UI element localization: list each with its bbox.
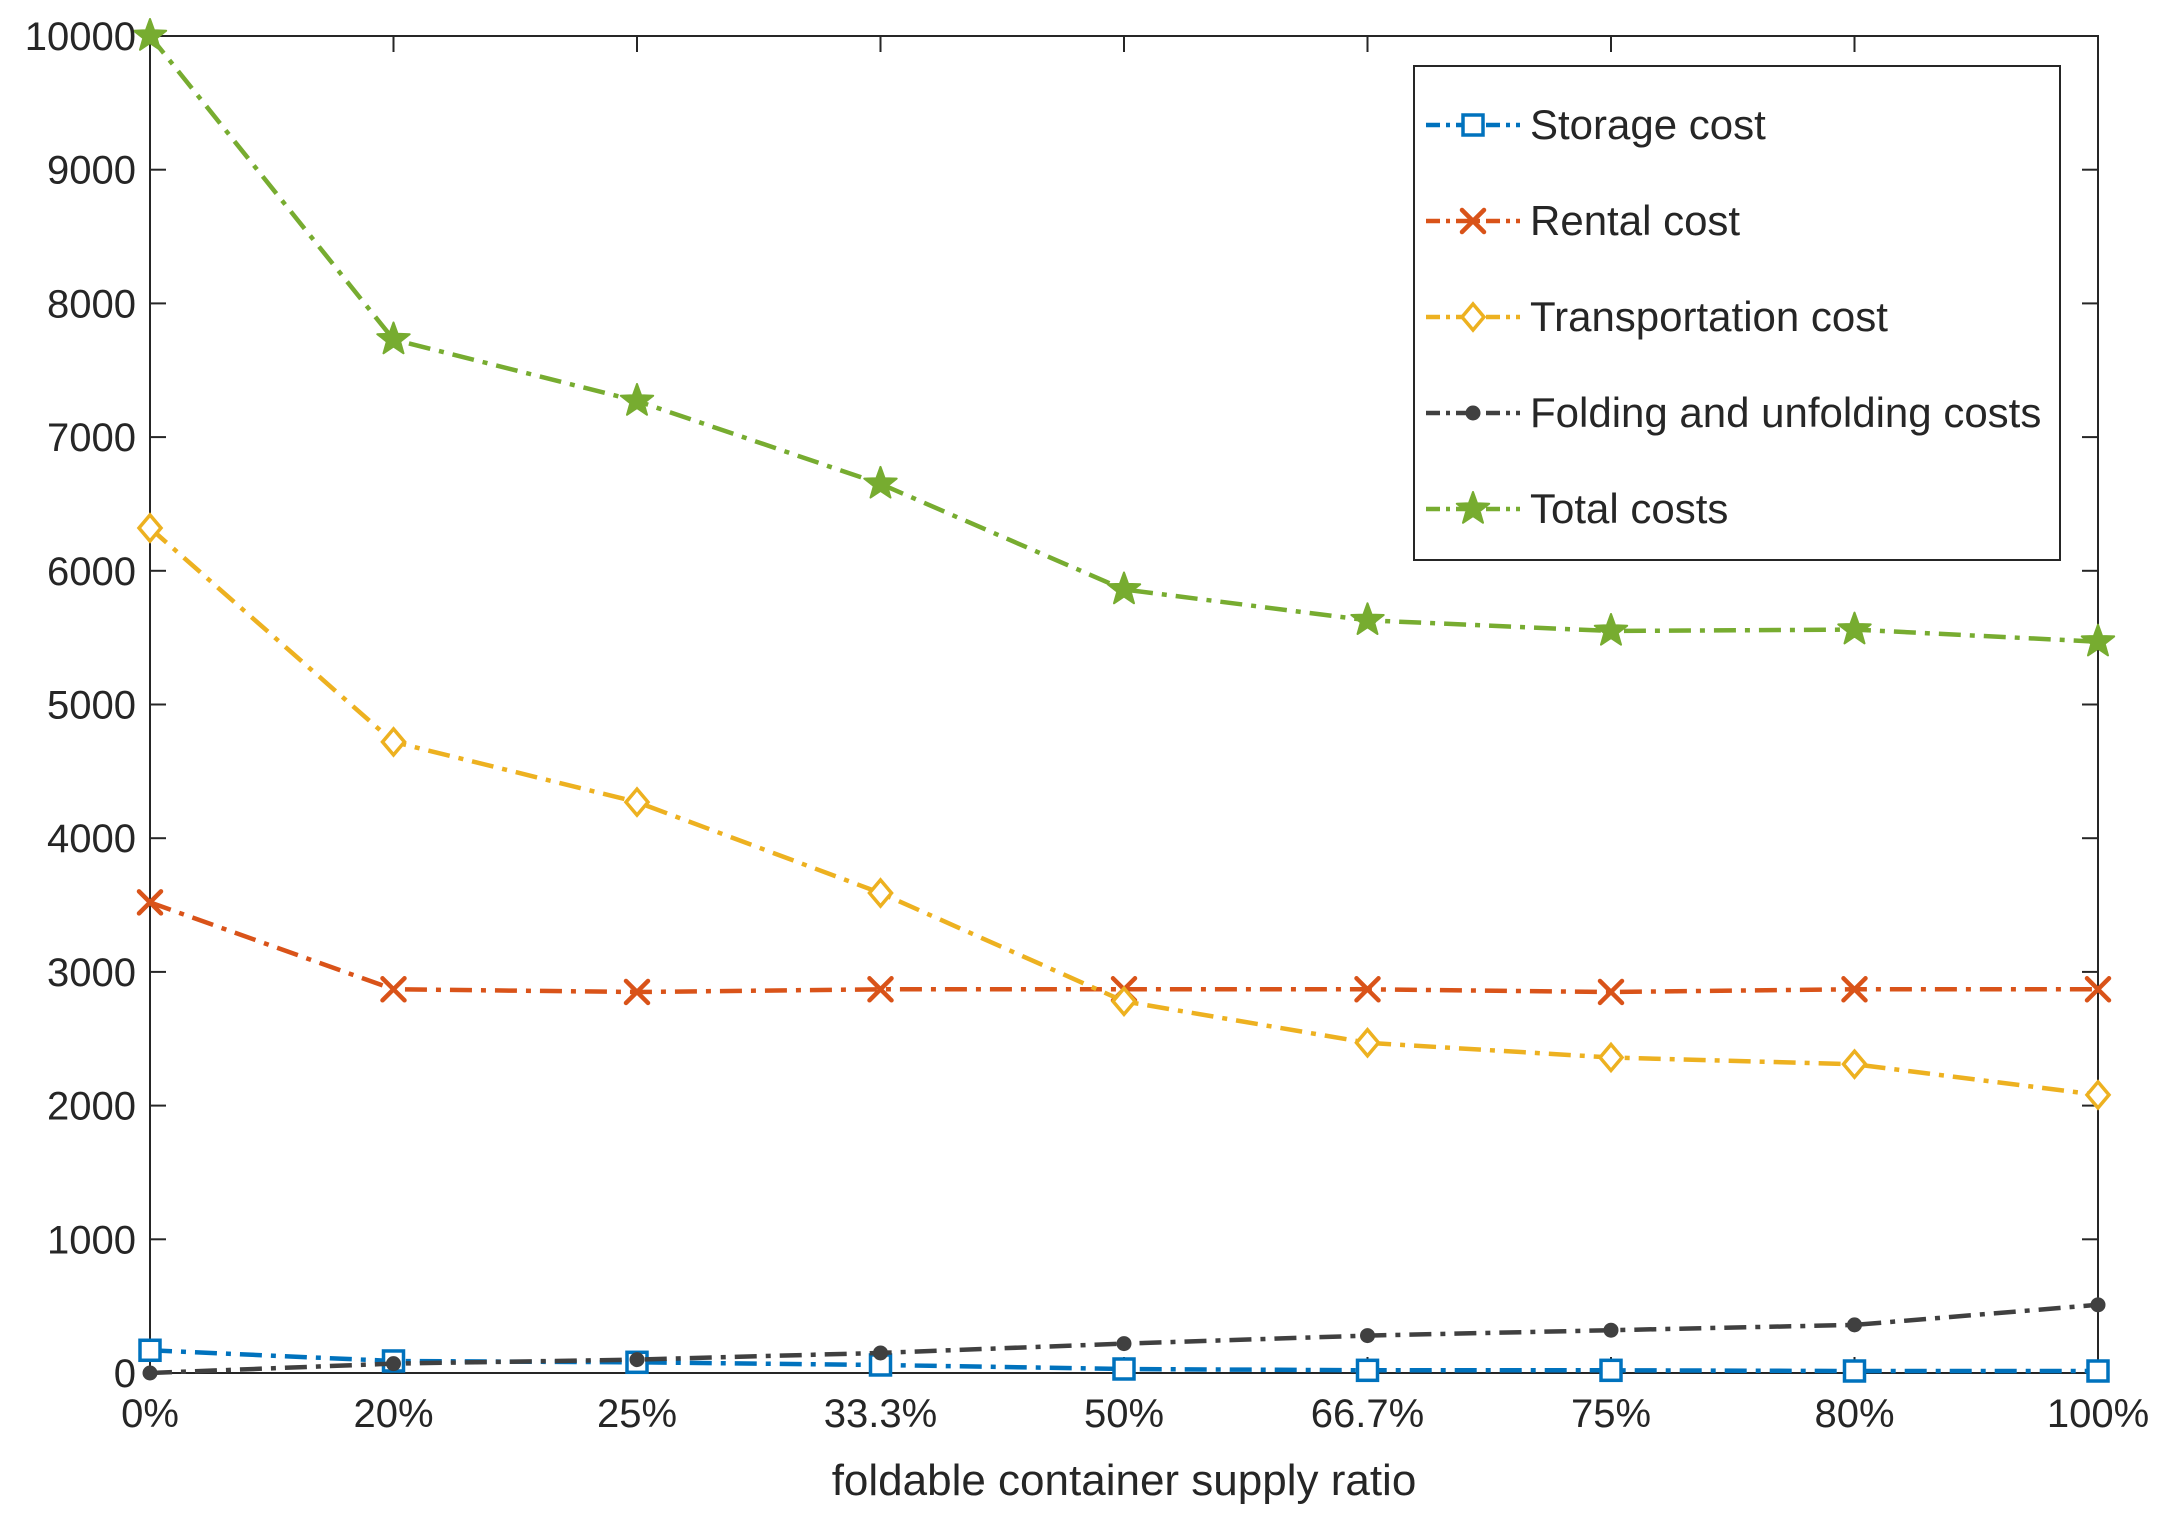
data-point-storage-cost: [138, 1338, 162, 1363]
series-folding-and-unfolding-costs: [142, 1297, 2106, 1381]
legend-label: Total costs: [1530, 485, 1728, 532]
data-point-transportation-cost: [2084, 1079, 2112, 1111]
legend-label: Transportation cost: [1530, 293, 1888, 340]
marker-stroke: [867, 976, 894, 1003]
legend-marker: [1465, 405, 1481, 421]
legend-marker: [1459, 207, 1487, 235]
data-point-total-costs: [132, 18, 168, 51]
data-point-storage-cost: [1355, 1358, 1380, 1383]
series-total-costs: [132, 18, 2116, 657]
data-point-transportation-cost: [380, 726, 407, 758]
y-tick-label: 0: [114, 1352, 136, 1396]
data-point-folding-and-unfolding-costs: [873, 1345, 888, 1361]
legend-marker: [1459, 301, 1487, 333]
x-axis-label: foldable container supply ratio: [832, 1456, 1417, 1505]
legend-marker: [1461, 113, 1485, 137]
data-point-rental-cost: [1354, 976, 1381, 1003]
y-tick-label: 6000: [47, 550, 136, 594]
data-point-total-costs: [1106, 571, 1142, 605]
data-point-total-costs: [2080, 623, 2116, 657]
y-tick-label: 4000: [47, 817, 136, 861]
legend-label: Folding and unfolding costs: [1530, 389, 2041, 436]
legend-entry-folding-and-unfolding-costs: Folding and unfolding costs: [1426, 389, 2041, 436]
data-point-storage-cost: [1842, 1359, 1867, 1383]
y-tick-label: 3000: [47, 951, 136, 995]
data-point-folding-and-unfolding-costs: [1116, 1336, 1132, 1352]
series-transportation-cost: [136, 512, 2112, 1111]
data-point-folding-and-unfolding-costs: [386, 1356, 401, 1372]
data-point-folding-and-unfolding-costs: [142, 1365, 158, 1381]
marker-stroke: [380, 976, 407, 1003]
marker-stroke: [623, 978, 651, 1006]
legend-entry-total-costs: Total costs: [1426, 485, 1728, 532]
x-tick-label: 100%: [2047, 1392, 2149, 1436]
y-tick-label: 9000: [47, 149, 136, 193]
data-point-transportation-cost: [1110, 985, 1138, 1018]
y-tick-label: 10000: [25, 15, 136, 59]
legend: Storage cost Rental cost Transportation co…: [1413, 65, 2061, 561]
data-point-transportation-cost: [136, 512, 164, 544]
series-rental-cost: [136, 889, 2112, 1006]
data-point-folding-and-unfolding-costs: [1847, 1317, 1862, 1333]
data-point-transportation-cost: [1841, 1048, 1868, 1080]
data-point-transportation-cost: [1354, 1027, 1381, 1059]
legend-label: Storage cost: [1530, 101, 1766, 148]
x-tick-label: 80%: [1814, 1392, 1894, 1436]
x-tick-label: 20%: [353, 1392, 433, 1436]
data-point-total-costs: [1593, 613, 1629, 646]
legend-marker: [1455, 491, 1491, 524]
data-point-total-costs: [376, 321, 411, 355]
legend-label: Rental cost: [1530, 197, 1740, 244]
data-point-folding-and-unfolding-costs: [1360, 1328, 1375, 1344]
x-tick-label: 66.7%: [1311, 1392, 1424, 1436]
marker-stroke: [1354, 976, 1381, 1003]
marker-stroke: [1841, 976, 1868, 1003]
data-point-folding-and-unfolding-costs: [2090, 1297, 2106, 1313]
series-line-total-costs: [148, 34, 2099, 644]
data-point-rental-cost: [380, 976, 407, 1003]
data-point-storage-cost: [2086, 1359, 2110, 1383]
legend-box: [1413, 65, 2061, 561]
data-point-transportation-cost: [1597, 1041, 1625, 1074]
data-point-total-costs: [619, 383, 655, 416]
marker-stroke: [1459, 207, 1487, 235]
y-tick-label: 7000: [47, 416, 136, 460]
series-line-rental-cost: [149, 900, 2098, 995]
marker-stroke: [1597, 978, 1625, 1006]
x-tick-label: 25%: [597, 1392, 677, 1436]
data-point-transportation-cost: [867, 877, 894, 909]
data-point-transportation-cost: [623, 786, 651, 818]
y-tick-label: 2000: [47, 1085, 136, 1129]
legend-entry-transportation-cost: Transportation cost: [1426, 293, 1888, 340]
series-line-folding-and-unfolding-costs: [149, 1302, 2099, 1376]
marker-stroke: [2084, 976, 2112, 1003]
x-tick-label: 75%: [1571, 1392, 1651, 1436]
marker-stroke: [136, 889, 164, 916]
data-point-total-costs: [863, 465, 898, 499]
x-tick-label: 50%: [1084, 1392, 1164, 1436]
data-point-folding-and-unfolding-costs: [1603, 1322, 1619, 1338]
data-point-total-costs: [1350, 602, 1385, 635]
y-tick-label: 5000: [47, 684, 136, 728]
legend-entry-rental-cost: Rental cost: [1426, 197, 1740, 244]
data-point-rental-cost: [1841, 976, 1868, 1003]
data-point-storage-cost: [1599, 1358, 1623, 1383]
data-point-storage-cost: [1112, 1357, 1136, 1381]
data-point-total-costs: [1837, 611, 1872, 645]
x-tick-label: 33.3%: [824, 1392, 937, 1436]
data-point-rental-cost: [1597, 978, 1625, 1006]
data-point-rental-cost: [867, 976, 894, 1003]
x-tick-label: 0%: [121, 1392, 179, 1436]
y-tick-label: 8000: [47, 282, 136, 326]
data-point-rental-cost: [623, 978, 651, 1006]
legend-entry-storage-cost: Storage cost: [1426, 101, 1766, 148]
data-point-rental-cost: [2084, 976, 2112, 1003]
data-point-folding-and-unfolding-costs: [629, 1352, 645, 1368]
y-tick-label: 1000: [47, 1218, 136, 1262]
data-point-rental-cost: [136, 889, 164, 916]
